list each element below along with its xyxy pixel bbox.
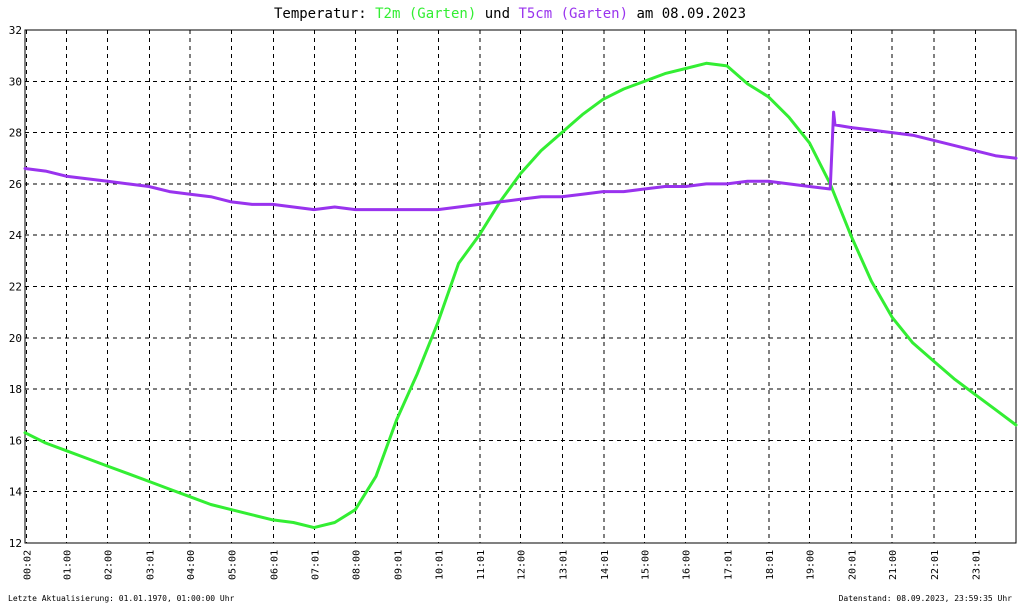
y-tick-label: 30 bbox=[9, 75, 22, 88]
chart-title-series2: T5cm (Garten) bbox=[518, 6, 628, 22]
series-line-t5cm-garten bbox=[23, 110, 1018, 212]
x-tick-label: 13:01 bbox=[558, 550, 569, 580]
y-tick-label: 16 bbox=[9, 434, 22, 447]
x-tick-label: 18:01 bbox=[765, 550, 776, 580]
chart-title-mid: und bbox=[476, 6, 518, 22]
axis-layer: 12 14 16 18 20 22 24 26 28 30 32 00:02 01:00 02:00 03:… bbox=[9, 24, 1017, 580]
y-tick-label: 32 bbox=[9, 24, 22, 37]
series-line-t2m-garten bbox=[23, 61, 1018, 530]
x-tick-label: 00:02 bbox=[22, 550, 33, 580]
x-tick-label: 21:00 bbox=[888, 550, 899, 580]
y-tick-label: 12 bbox=[9, 537, 22, 550]
series-layer bbox=[23, 61, 1018, 530]
x-tick-label: 11:01 bbox=[476, 550, 487, 580]
x-tick-label: 09:01 bbox=[393, 550, 404, 580]
y-tick-label: 14 bbox=[9, 486, 23, 499]
chart-title: Temperatur: T2m (Garten) und T5cm (Garte… bbox=[274, 6, 746, 22]
x-tick-label: 17:01 bbox=[724, 550, 735, 580]
y-tick-label: 18 bbox=[9, 383, 22, 396]
y-tick-label: 22 bbox=[9, 281, 22, 294]
footer-last-update: Letzte Aktualisierung: 01.01.1970, 01:00… bbox=[8, 594, 235, 603]
footer-data-status: Datenstand: 08.09.2023, 23:59:35 Uhr bbox=[839, 594, 1013, 603]
chart-title-suffix: am 08.09.2023 bbox=[628, 6, 746, 22]
x-tick-label: 22:01 bbox=[930, 550, 941, 580]
y-tick-label: 20 bbox=[9, 332, 22, 345]
y-tick-label: 24 bbox=[9, 229, 23, 242]
x-tick-label: 14:01 bbox=[600, 550, 611, 580]
plot-frame bbox=[24, 29, 1017, 544]
x-tick-label: 04:00 bbox=[186, 550, 197, 580]
x-tick-label: 07:01 bbox=[311, 550, 322, 580]
x-tick-label: 16:00 bbox=[682, 550, 693, 580]
y-tick-label: 28 bbox=[9, 127, 22, 140]
x-tick-label: 12:00 bbox=[517, 550, 528, 580]
x-tick-label: 03:01 bbox=[146, 550, 157, 580]
x-tick-label: 02:00 bbox=[104, 550, 115, 580]
chart-title-prefix: Temperatur: bbox=[274, 6, 375, 22]
x-tick-label: 10:01 bbox=[435, 550, 446, 580]
x-tick-label: 20:01 bbox=[848, 550, 859, 580]
chart-title-series1: T2m (Garten) bbox=[375, 6, 476, 22]
x-tick-label: 08:00 bbox=[351, 550, 362, 580]
x-tick-label: 19:00 bbox=[806, 550, 817, 580]
y-tick-label: 26 bbox=[9, 178, 22, 191]
x-tick-label: 06:01 bbox=[269, 550, 280, 580]
x-tick-label: 05:00 bbox=[227, 550, 238, 580]
x-tick-label: 23:01 bbox=[971, 550, 982, 580]
x-tick-label: 15:00 bbox=[640, 550, 651, 580]
grid-layer bbox=[25, 30, 1016, 543]
x-tick-label: 01:00 bbox=[62, 550, 73, 580]
